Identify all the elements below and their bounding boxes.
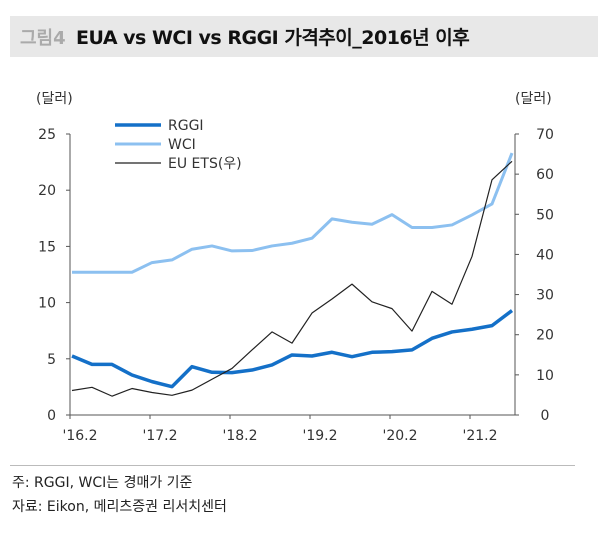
figure-number: 그림4 bbox=[20, 28, 66, 49]
right-tick-label: 20 bbox=[536, 328, 554, 344]
x-tick-label: '17.2 bbox=[142, 428, 177, 444]
series-line-1 bbox=[72, 152, 514, 274]
x-tick-label: '16.2 bbox=[62, 428, 97, 444]
legend-label: EU ETS(우) bbox=[168, 156, 242, 172]
left-tick-label: 15 bbox=[38, 239, 56, 255]
footnote-note: 주: RGGI, WCI는 경매가 기준 bbox=[12, 475, 193, 491]
left-tick-label: 25 bbox=[38, 127, 56, 143]
legend-label: WCI bbox=[168, 137, 196, 153]
left-tick-label: 5 bbox=[47, 352, 56, 368]
x-tick-label: '19.2 bbox=[302, 428, 337, 444]
x-tick-label: '20.2 bbox=[382, 428, 417, 444]
right-tick-label: 70 bbox=[536, 127, 554, 143]
legend-label: RGGI bbox=[168, 118, 204, 134]
title-bar: 그림4 EUA vs WCI vs RGGI 가격추이_2016년 이후 bbox=[10, 16, 598, 57]
right-tick-label: 10 bbox=[536, 368, 554, 384]
x-tick-label: '21.2 bbox=[462, 428, 497, 444]
footnote-source: 자료: Eikon, 메리츠증권 리서치센터 bbox=[12, 499, 227, 515]
series-line-2 bbox=[71, 160, 513, 397]
divider bbox=[10, 465, 575, 466]
right-tick-label: 30 bbox=[536, 288, 554, 304]
left-tick-label: 0 bbox=[47, 408, 56, 424]
right-tick-label: 50 bbox=[536, 207, 554, 223]
chart-title: EUA vs WCI vs RGGI 가격추이_2016년 이후 bbox=[76, 27, 470, 49]
line-chart: 0 5 10 15 20 25 0 10 20 30 40 50 60 70 '16.2 '17.2 '18.2… bbox=[38, 118, 554, 444]
right-tick-label: 40 bbox=[536, 247, 554, 263]
left-tick-label: 20 bbox=[38, 183, 56, 199]
right-tick-label: 60 bbox=[536, 167, 554, 183]
left-axis-unit: (달러) bbox=[36, 91, 73, 107]
right-tick-label: 0 bbox=[541, 408, 550, 424]
x-tick-label: '18.2 bbox=[222, 428, 257, 444]
series-line-0 bbox=[71, 309, 514, 389]
left-tick-label: 10 bbox=[38, 296, 56, 312]
right-axis-unit: (달러) bbox=[515, 91, 552, 107]
